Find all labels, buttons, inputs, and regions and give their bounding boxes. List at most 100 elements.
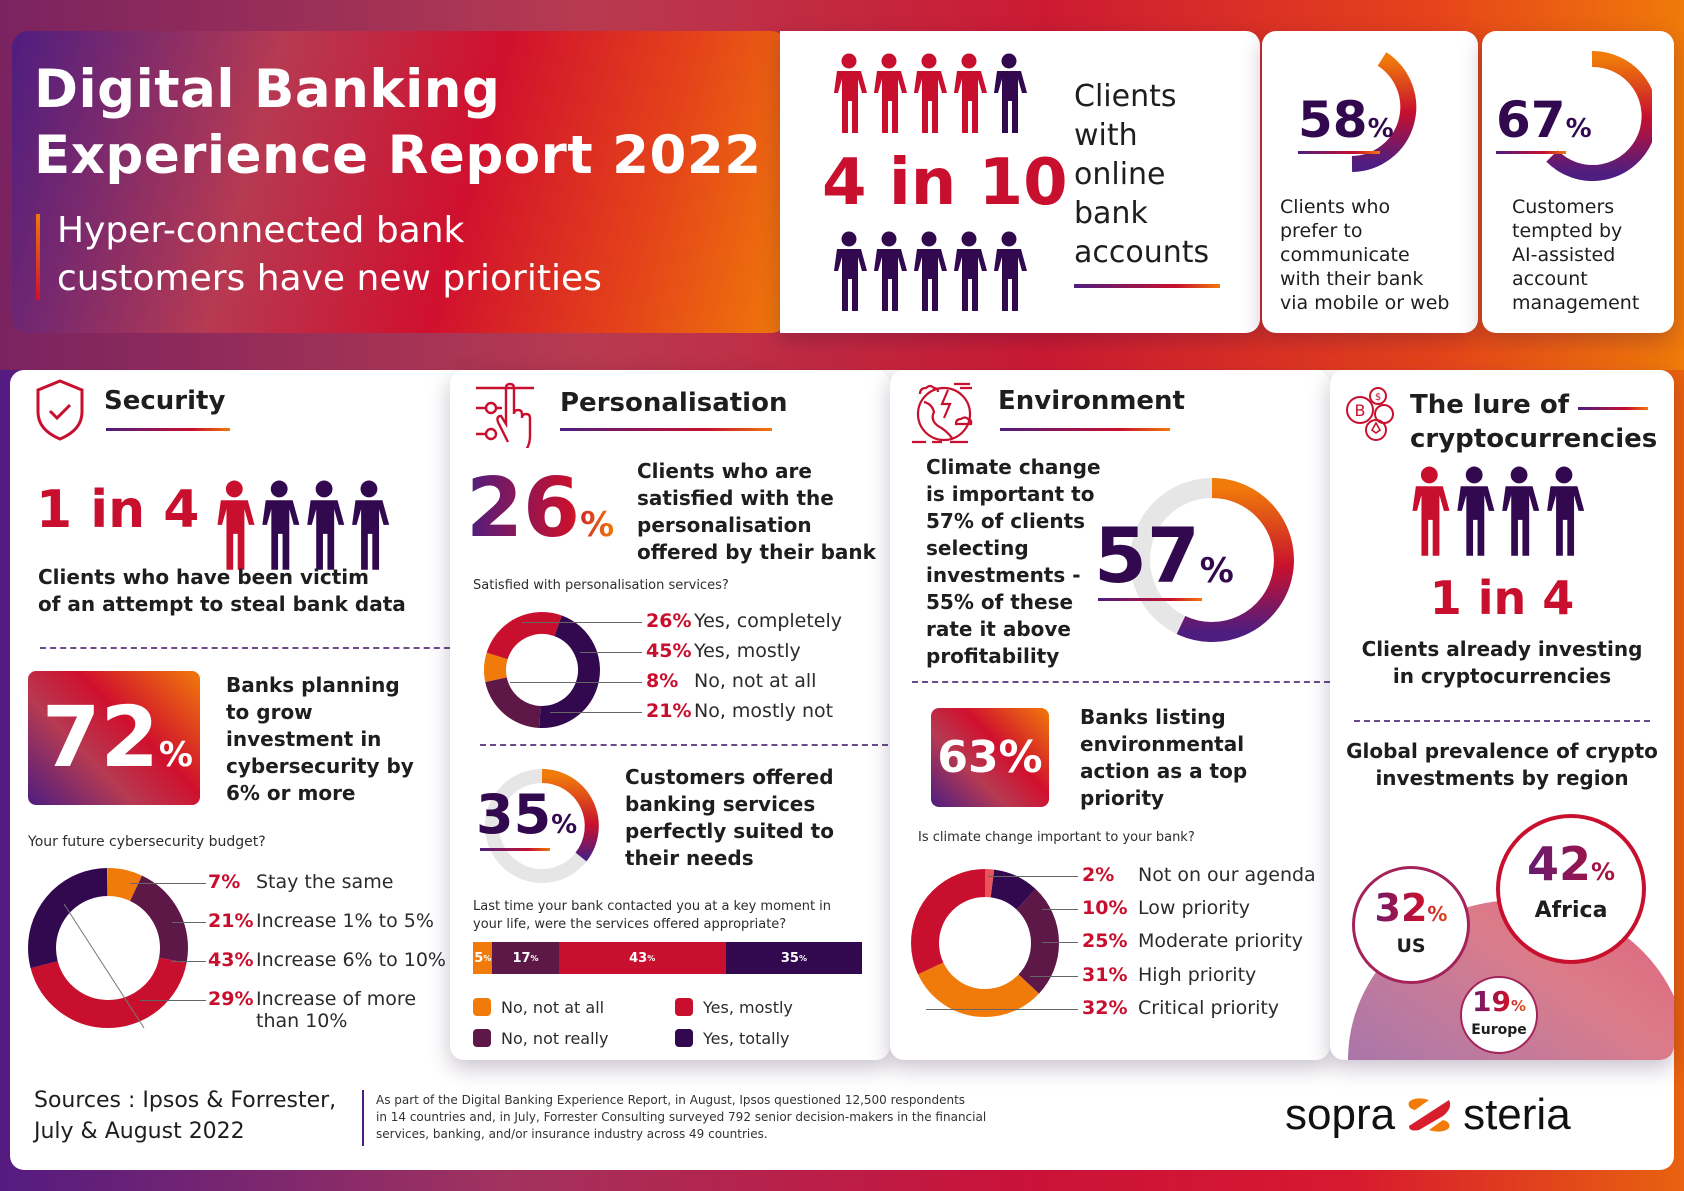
ai-assisted-card: 67% Customers tempted by AI-assisted accoun… xyxy=(1482,31,1674,333)
section-title-personalisation: Personalisation xyxy=(560,388,788,418)
people-icon-row xyxy=(217,480,390,570)
leader-line xyxy=(172,922,206,923)
page-subtitle: Hyper-connected bank customers have new p… xyxy=(57,210,602,299)
stat-67-value: 67% xyxy=(1496,91,1592,149)
region-bubble-africa: 42% Africa xyxy=(1496,814,1646,964)
accent-underline xyxy=(106,428,230,431)
security-ratio: 1 in 4 xyxy=(36,480,200,540)
touch-hand-icon xyxy=(476,382,534,448)
legend-item: 7% Stay the same xyxy=(208,871,394,893)
leader-line xyxy=(522,622,642,623)
sopra-steria-s-mark-icon xyxy=(1408,1098,1451,1132)
subtitle-accent-bar xyxy=(36,214,40,300)
stat-67-label: Customers tempted by AI-assisted account man… xyxy=(1512,196,1640,314)
accent-underline xyxy=(1098,598,1202,601)
legend-item: 43% Increase 6% to 10% xyxy=(208,949,446,971)
personalisation-question: Satisfied with personalisation services? xyxy=(473,578,729,593)
crypto-map-title: Global prevalence of crypto investments b… xyxy=(1346,739,1658,790)
environment-question: Is climate change important to your bank… xyxy=(918,830,1195,845)
leader-line xyxy=(1042,909,1078,910)
climate-text: Climate change is important to 57% of clie… xyxy=(926,455,1101,668)
personalisation-donut xyxy=(484,612,600,728)
security-question: Your future cybersecurity budget? xyxy=(28,834,266,850)
bar-segment-yes-totally: 35% xyxy=(725,942,862,974)
stat-72-label: Banks planning to grow investment in cybers… xyxy=(226,673,414,805)
stat-63-box: 63% xyxy=(931,708,1049,807)
methodology-note: As part of the Digital Banking Experienc… xyxy=(376,1093,987,1141)
hero-banner: Digital Banking Experience Report 2022 Hy… xyxy=(12,31,787,333)
legend-item: 2% Not on our agenda xyxy=(1082,864,1316,886)
leader-line xyxy=(1042,942,1078,943)
region-bubble-europe: 19% Europe xyxy=(1460,976,1538,1054)
page-title: Digital Banking Experience Report 2022 xyxy=(34,59,762,186)
ring-chart-35 xyxy=(485,769,599,883)
divider xyxy=(480,744,888,746)
stat-72-box: 72% xyxy=(28,671,200,805)
legend-item: 21% Increase 1% to 5% xyxy=(208,910,434,932)
bar-segment-no-not-at-all: 5% xyxy=(473,942,493,974)
personalisation-question-2: Last time your bank contacted you at a k… xyxy=(473,899,832,932)
online-accounts-card: 4 in 10 Clients with online bank account… xyxy=(780,31,1260,333)
region-bubble-us: 32% US xyxy=(1352,866,1470,984)
partial-ring-chart-58 xyxy=(1351,52,1417,172)
bar-segment-no-not-really: 17% xyxy=(492,942,559,974)
globe-storm-icon xyxy=(912,382,973,444)
cybersecurity-budget-donut xyxy=(28,868,188,1028)
accent-underline xyxy=(480,848,550,851)
crypto-ratio: 1 in 4 xyxy=(1429,571,1575,625)
people-icon-row xyxy=(1412,466,1585,556)
crypto-section: B $ The lure of cryptocurrencies 1 in 4 C… xyxy=(1330,370,1674,1060)
bar-segment-yes-mostly: 43% xyxy=(558,942,726,974)
stat-58-label: Clients who prefer to communicate with thei… xyxy=(1280,196,1450,314)
divider xyxy=(1354,720,1650,722)
stat-58-value: 58% xyxy=(1298,91,1394,149)
people-icon-row-top xyxy=(834,53,1027,133)
leader-line xyxy=(1030,976,1078,977)
leader-line xyxy=(140,1000,206,1001)
partial-ring-chart-67 xyxy=(1546,51,1652,181)
divider xyxy=(40,647,460,649)
personalisation-section: Personalisation 26% Clients who are satis… xyxy=(450,370,890,1060)
svg-text:B: B xyxy=(1355,401,1366,420)
appropriateness-stacked-bar: 5% 17% 43% 35% xyxy=(473,942,862,974)
section-title-crypto: The lure of cryptocurrencies xyxy=(1410,390,1658,454)
footer-divider xyxy=(362,1090,364,1146)
mobile-web-card: 58% Clients who prefer to communicate with … xyxy=(1262,31,1478,333)
environment-section: Environment Climate change is important t… xyxy=(890,370,1330,1060)
divider xyxy=(912,681,1330,683)
security-ratio-text: Clients who have been victim of an attemp… xyxy=(38,565,406,616)
stat-63-value: 63% xyxy=(937,732,1043,783)
legend-item: 29% Increase of more than 10% xyxy=(208,988,417,1032)
leader-line xyxy=(130,883,206,884)
legend-item: 25% Moderate priority xyxy=(1082,930,1303,952)
legend-item: 45% Yes, mostly xyxy=(646,640,801,662)
accent-underline xyxy=(1578,407,1648,410)
legend-item: 21% No, mostly not xyxy=(646,700,834,722)
accent-underline xyxy=(1298,151,1380,154)
online-accounts-ratio: 4 in 10 xyxy=(822,146,1068,220)
stat-72-value: 72% xyxy=(42,688,193,786)
online-accounts-label: Clients with online bank accounts xyxy=(1074,79,1210,270)
crypto-coins-icon: B $ xyxy=(1346,387,1394,441)
legend-item: 31% High priority xyxy=(1082,964,1257,986)
accent-underline xyxy=(1074,284,1220,288)
security-section: Security 1 in 4 Clients who have been vi… xyxy=(10,370,460,1070)
stat-57-value: 57% xyxy=(1094,511,1234,600)
ring-chart-57 xyxy=(1130,478,1294,642)
climate-priority-donut xyxy=(911,869,1059,1017)
leader-line xyxy=(926,1009,1078,1010)
stat-35-value: 35% xyxy=(476,783,578,846)
accent-underline xyxy=(1000,428,1170,431)
legend-item: 8% No, not at all xyxy=(646,670,817,692)
crypto-ratio-text: Clients already investing in cryptocurren… xyxy=(1361,637,1643,688)
leader-line xyxy=(988,876,1078,877)
svg-text:$: $ xyxy=(1375,392,1381,403)
section-title-environment: Environment xyxy=(998,386,1185,416)
legend-item: 10% Low priority xyxy=(1082,897,1251,919)
sopra-steria-logo: sopra steria xyxy=(1285,1090,1571,1139)
sources: Sources : Ipsos & Forrester, July & Augus… xyxy=(34,1088,337,1144)
leader-line xyxy=(580,652,642,653)
shield-check-icon xyxy=(36,379,84,441)
people-icon-row-bottom xyxy=(834,231,1027,311)
section-title-security: Security xyxy=(104,386,226,416)
